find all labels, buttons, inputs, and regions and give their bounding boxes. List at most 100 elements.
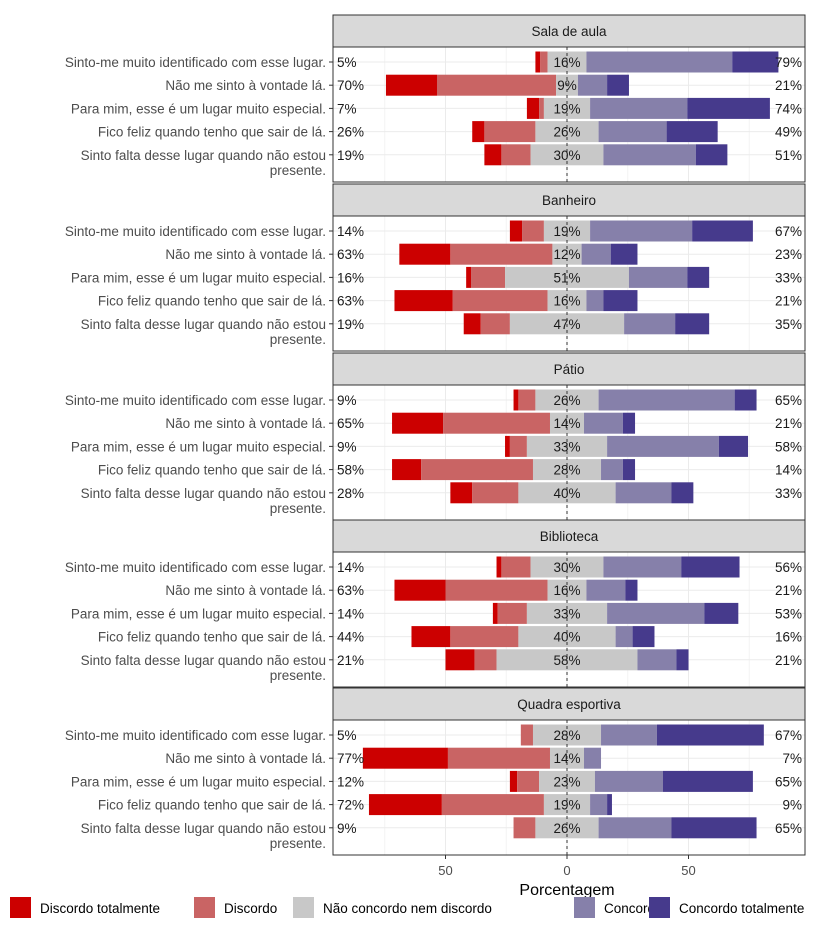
item-label: Sinto falta desse lugar quando não estou (81, 148, 326, 163)
legend-label: Discordo (224, 901, 277, 916)
bar-segment-concordo-totalmente (607, 74, 629, 96)
bar-segment-discordo-totalmente (526, 97, 540, 119)
high-percent-label: 79% (775, 55, 802, 70)
bar-segment-discordo (450, 626, 519, 648)
high-percent-label: 65% (775, 774, 802, 789)
high-percent-label: 7% (782, 751, 802, 766)
panel-title: Pátio (554, 362, 585, 377)
x-tick-label: 50 (681, 863, 695, 878)
bar-segment-concordo-totalmente (671, 817, 757, 839)
legend-label: Não concordo nem discordo (323, 901, 492, 916)
bar-segment-discordo-totalmente (445, 649, 475, 671)
item-label: presente. (270, 501, 326, 516)
x-axis-title: Porcentagem (519, 882, 614, 899)
bar-segment-discordo-totalmente (392, 412, 444, 434)
low-percent-label: 19% (337, 148, 364, 163)
bar-segment-discordo-totalmente (394, 579, 446, 601)
bar-segment-n-o-concordo-nem-discordo (509, 313, 625, 335)
bar-segment-concordo-totalmente (718, 435, 749, 457)
bar-segment-concordo-totalmente (676, 649, 689, 671)
bar-segment-concordo (601, 724, 657, 746)
bar-segment-concordo-totalmente (671, 482, 694, 504)
low-percent-label: 58% (337, 463, 364, 478)
item-label: Não me sinto à vontade lá. (165, 583, 326, 598)
bar-segment-concordo-totalmente (732, 51, 779, 73)
low-percent-label: 77% (337, 751, 364, 766)
high-percent-label: 65% (775, 821, 802, 836)
bar-segment-discordo (450, 243, 553, 265)
bar-segment-concordo (581, 243, 611, 265)
bar-segment-concordo-totalmente (695, 144, 728, 166)
panel-strip (332, 14, 806, 48)
bar-segment-concordo-totalmente (687, 266, 710, 288)
high-percent-label: 58% (775, 439, 802, 454)
panel-border (332, 551, 806, 688)
low-percent-label: 9% (337, 821, 357, 836)
item-label: Sinto-me muito identificado com esse lug… (65, 55, 326, 70)
bar-segment-n-o-concordo-nem-discordo (518, 482, 616, 504)
bar-segment-discordo-totalmente (392, 459, 422, 481)
panel-title: Banheiro (542, 193, 596, 208)
legend-swatch (649, 897, 670, 918)
bar-segment-concordo (594, 770, 663, 792)
low-percent-label: 14% (337, 224, 364, 239)
panel-strip (332, 519, 806, 553)
bar-segment-concordo (590, 794, 608, 816)
panel-border (332, 719, 806, 856)
bar-segment-discordo-totalmente (399, 243, 451, 265)
bar-segment-n-o-concordo-nem-discordo (535, 817, 599, 839)
bar-segment-concordo-totalmente (675, 313, 710, 335)
bar-segment-discordo (441, 794, 544, 816)
high-percent-label: 9% (782, 798, 802, 813)
high-percent-label: 33% (775, 486, 802, 501)
bar-segment-concordo-totalmente (734, 389, 757, 411)
bar-segment-discordo-totalmente (466, 266, 472, 288)
item-label: Não me sinto à vontade lá. (165, 247, 326, 262)
high-percent-label: 35% (775, 317, 802, 332)
bar-segment-discordo-totalmente (394, 290, 453, 312)
bar-segment-discordo (539, 97, 544, 119)
bar-segment-concordo (603, 144, 696, 166)
high-percent-label: 67% (775, 224, 802, 239)
bar-segment-discordo-totalmente (472, 121, 485, 143)
item-label: presente. (270, 836, 326, 851)
neutral-percent-label: 30% (553, 560, 580, 575)
bar-segment-discordo (443, 412, 550, 434)
legend-swatch (574, 897, 595, 918)
bar-segment-discordo (436, 74, 557, 96)
bar-segment-concordo-totalmente (622, 412, 636, 434)
bar-segment-concordo-totalmente (656, 724, 764, 746)
bar-segment-discordo (540, 51, 548, 73)
item-label: Fico feliz quando tenho que sair de lá. (98, 294, 326, 309)
item-label: Sinto falta desse lugar quando não estou (81, 653, 326, 668)
bar-segment-concordo-totalmente (704, 602, 739, 624)
x-tick-label: 50 (438, 863, 452, 878)
bar-segment-discordo-totalmente (368, 794, 442, 816)
bar-segment-concordo (601, 459, 623, 481)
high-percent-label: 67% (775, 728, 802, 743)
high-percent-label: 16% (775, 630, 802, 645)
item-label: presente. (270, 332, 326, 347)
bar-segment-discordo (518, 389, 536, 411)
bar-segment-discordo-totalmente (362, 747, 448, 769)
low-percent-label: 44% (337, 630, 364, 645)
low-percent-label: 9% (337, 393, 357, 408)
item-label: Para mim, esse é um lugar muito especial… (71, 270, 326, 285)
neutral-percent-label: 28% (553, 728, 580, 743)
panel-strip (332, 687, 806, 721)
item-label: Fico feliz quando tenho que sair de lá. (98, 463, 326, 478)
bar-segment-concordo (598, 121, 667, 143)
bar-segment-discordo (509, 435, 527, 457)
item-label: Não me sinto à vontade lá. (165, 78, 326, 93)
panel-strip (332, 352, 806, 386)
item-label: Fico feliz quando tenho que sair de lá. (98, 630, 326, 645)
low-percent-label: 14% (337, 606, 364, 621)
bar-segment-n-o-concordo-nem-discordo (530, 144, 604, 166)
high-percent-label: 21% (775, 294, 802, 309)
high-percent-label: 21% (775, 416, 802, 431)
item-label: Sinto-me muito identificado com esse lug… (65, 560, 326, 575)
legend-swatch (10, 897, 31, 918)
bar-segment-discordo-totalmente (535, 51, 541, 73)
low-percent-label: 63% (337, 294, 364, 309)
